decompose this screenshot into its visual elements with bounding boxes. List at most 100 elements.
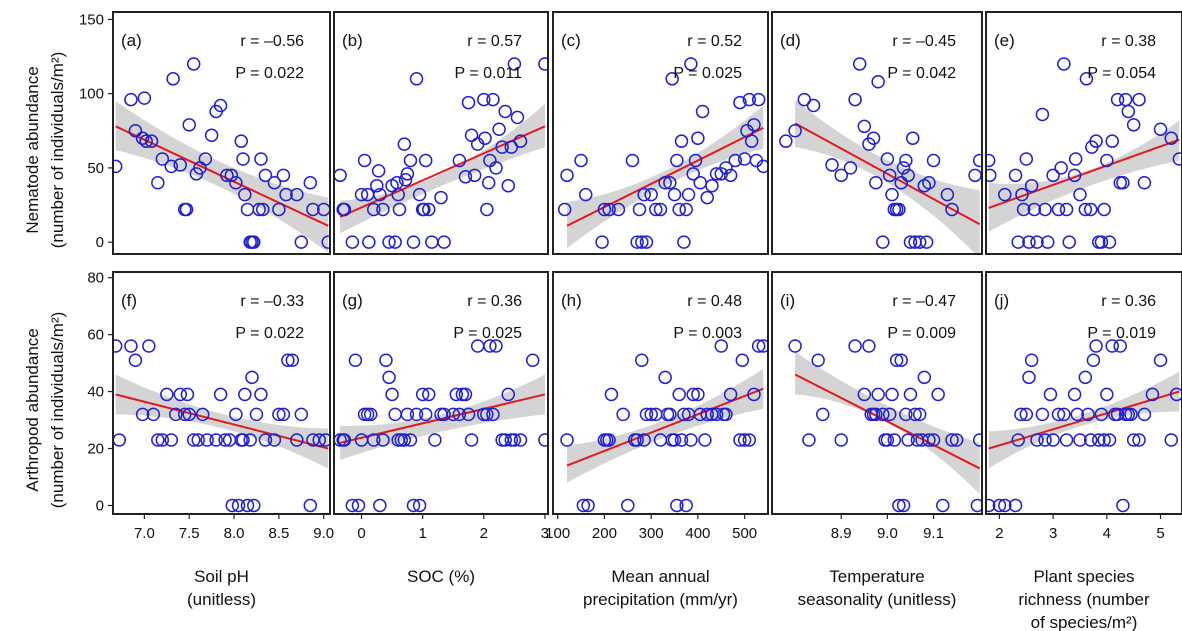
r-statistic: r = 0.52 (687, 33, 742, 50)
data-point (397, 137, 412, 151)
data-point (1067, 168, 1082, 183)
data-point (501, 178, 516, 193)
data-point (742, 433, 757, 447)
data-point (709, 167, 724, 181)
data-point (1022, 235, 1036, 249)
data-point (667, 433, 682, 447)
data-point (1092, 433, 1106, 447)
data-point (146, 407, 161, 422)
data-point (252, 202, 266, 217)
r-statistic: r = 0.36 (467, 293, 522, 310)
data-point (267, 175, 282, 190)
data-point (489, 339, 503, 353)
row-2-ylabel-line1: Arthropod abundance (23, 328, 42, 492)
data-point (714, 339, 729, 353)
data-point (630, 235, 644, 249)
data-point (672, 387, 686, 402)
data-point (213, 98, 228, 113)
data-point (294, 407, 309, 422)
data-point (986, 168, 997, 183)
data-point (373, 187, 387, 202)
data-point (403, 433, 418, 447)
data-point (788, 339, 802, 353)
panel-label: (g) (342, 291, 363, 310)
panel-g: (g) r = 0.36 P = 0.025 0 1 2 3 (333, 271, 549, 542)
data-point (391, 187, 405, 202)
panel-b: (b) r = 0.57 P = 0.011 (333, 11, 549, 255)
data-point (379, 353, 393, 368)
data-point (406, 235, 421, 249)
data-point (418, 153, 433, 168)
data-point (1014, 407, 1028, 422)
data-point (213, 387, 228, 402)
data-point (733, 95, 747, 110)
data-point (169, 407, 183, 422)
data-point (255, 202, 270, 217)
panel-frame (771, 11, 983, 255)
data-point (677, 407, 691, 422)
data-point (124, 92, 138, 107)
data-point (871, 75, 885, 89)
data-point (857, 387, 872, 402)
data-point (1008, 168, 1023, 183)
data-point (204, 128, 219, 142)
data-point (495, 140, 509, 154)
data-point (926, 153, 941, 168)
data-point (166, 72, 180, 86)
data-point (1172, 152, 1182, 166)
data-point (945, 202, 959, 217)
data-point (1041, 235, 1055, 249)
data-point (644, 187, 658, 202)
data-point (679, 202, 693, 217)
data-point (513, 134, 528, 148)
plot-area-a (113, 57, 330, 253)
data-point (889, 353, 904, 368)
data-point (1110, 92, 1125, 107)
data-point (557, 202, 572, 217)
data-point (581, 498, 595, 513)
data-point (351, 498, 366, 513)
data-point (236, 152, 250, 166)
data-point (688, 153, 703, 168)
data-point (896, 498, 911, 513)
data-point (686, 167, 700, 181)
data-point (461, 407, 476, 422)
data-point (1145, 387, 1160, 402)
data-point (597, 202, 612, 217)
data-point (525, 353, 540, 368)
x-tick-label: 0 (357, 525, 365, 542)
panel-frame (552, 11, 769, 255)
data-point (397, 433, 412, 447)
data-point (998, 187, 1012, 202)
data-point (723, 168, 738, 183)
y-tick-label: 80 (87, 270, 104, 287)
data-point (1116, 175, 1130, 190)
data-point (922, 433, 936, 447)
data-point (677, 235, 691, 249)
data-point (464, 433, 479, 447)
panel-frame (985, 11, 1182, 255)
data-point (1105, 339, 1119, 353)
x-tick-label: 4 (1103, 525, 1111, 542)
data-point (198, 152, 213, 166)
data-point (371, 164, 386, 178)
data-point (578, 187, 593, 202)
panel-f: (f) r = –0.33 P = 0.022 0 20 40 60 80 7.0 7.5 8.0 8… (87, 270, 334, 542)
data-point (968, 168, 982, 183)
y-tick-label: 150 (79, 11, 104, 28)
data-point (691, 131, 705, 145)
data-point (1070, 407, 1085, 422)
data-point (747, 118, 761, 132)
data-point (744, 134, 759, 148)
data-point (225, 498, 240, 513)
data-point (1089, 134, 1103, 148)
data-point (1153, 353, 1168, 368)
data-point (887, 433, 902, 447)
x-tick-label: 500 (732, 525, 757, 542)
data-point (403, 153, 418, 168)
x-axis-label-col-5: richness (number (1018, 590, 1150, 609)
panel-frame (552, 271, 769, 515)
data-point (742, 92, 757, 107)
data-point (1105, 134, 1119, 148)
data-point (452, 407, 467, 422)
